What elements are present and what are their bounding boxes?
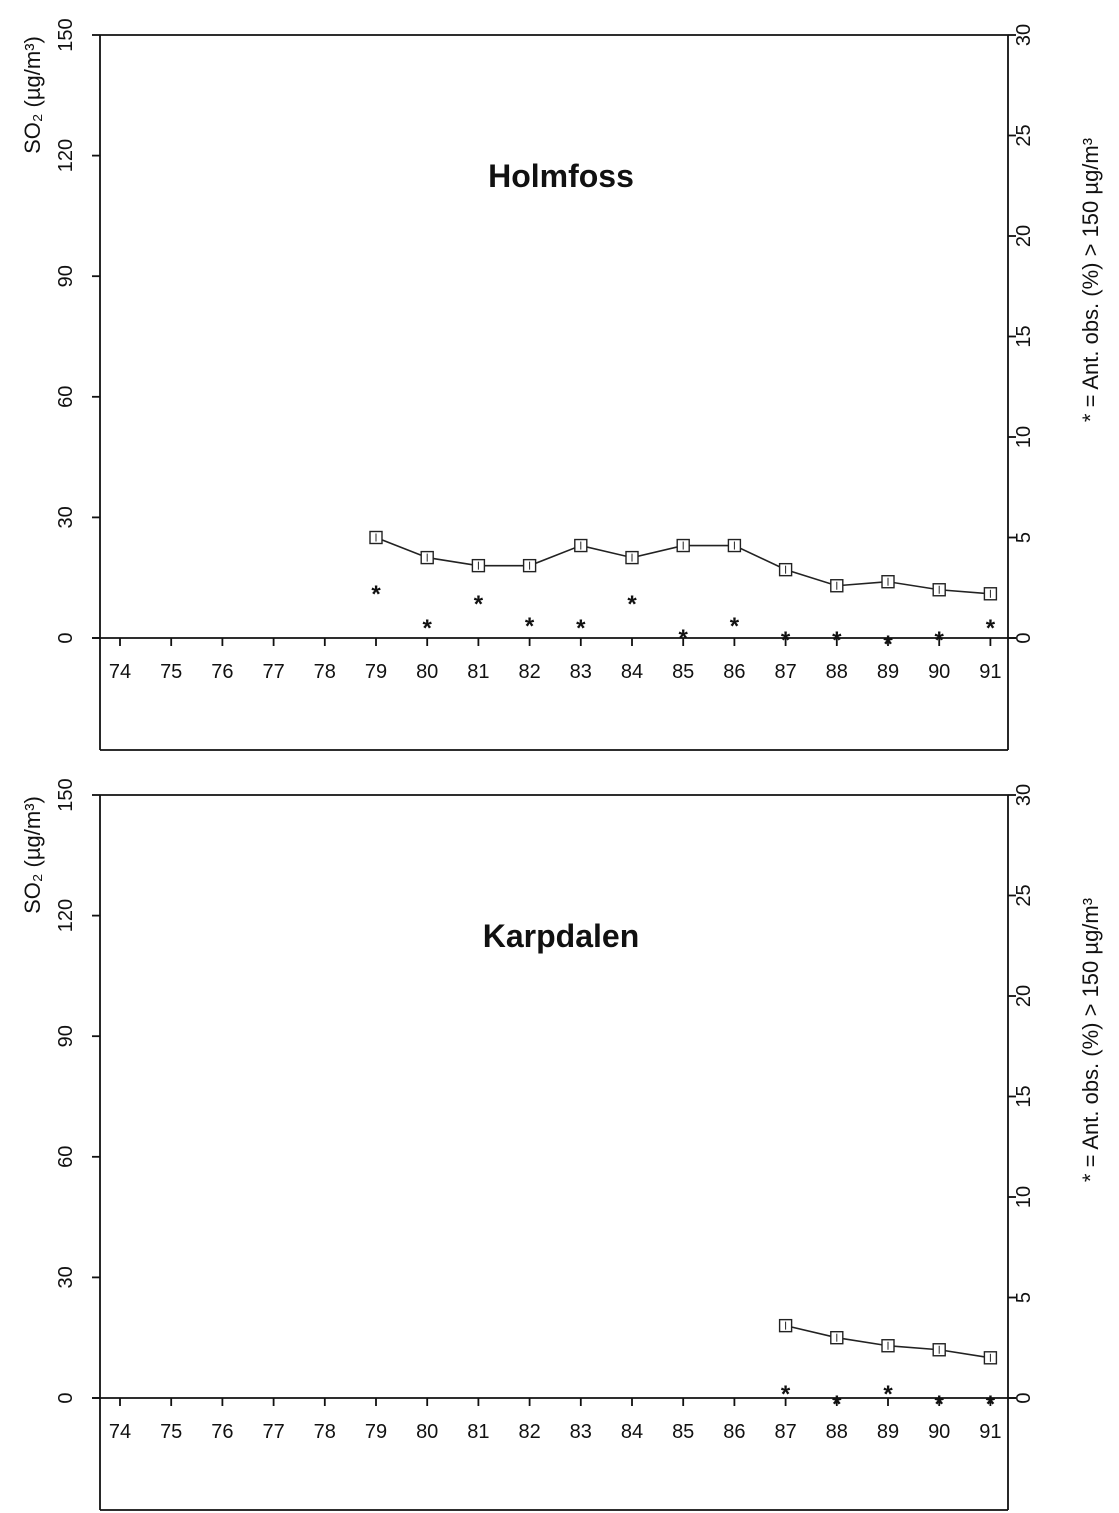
left-tick-label: 150	[55, 18, 77, 51]
x-tick-label: 88	[826, 1421, 848, 1443]
right-tick-label: 30	[1013, 784, 1035, 806]
exceedance-star-point: *	[371, 581, 381, 608]
exceedance-star-point: *	[935, 627, 945, 654]
x-tick-label: 75	[160, 661, 182, 683]
right-tick-label: 5	[1013, 1292, 1035, 1303]
exceedance-star-point: *	[986, 1391, 996, 1418]
exceedance-star-point: *	[935, 1391, 945, 1418]
left-tick-label: 90	[55, 265, 77, 287]
exceedance-star-point: *	[730, 613, 740, 640]
x-tick-label: 75	[160, 1421, 182, 1443]
exceedance-star-point: *	[986, 615, 996, 642]
right-tick-label: 30	[1013, 24, 1035, 46]
x-tick-label: 90	[928, 661, 950, 683]
y-axis-title-left: SO₂ (µg/m³)	[20, 796, 45, 914]
x-tick-label: 82	[518, 1421, 540, 1443]
exceedance-star-point: *	[627, 591, 637, 618]
left-tick-label: 0	[55, 632, 77, 643]
x-tick-label: 79	[365, 1421, 387, 1443]
x-tick-label: 83	[570, 1421, 592, 1443]
x-tick-label: 87	[774, 661, 796, 683]
x-tick-label: 77	[262, 661, 284, 683]
right-tick-label: 10	[1013, 426, 1035, 448]
x-tick-label: 81	[467, 1421, 489, 1443]
x-tick-label: 83	[570, 661, 592, 683]
y-axis-title-left: SO₂ (µg/m³)	[20, 36, 45, 154]
right-tick-label: 10	[1013, 1186, 1035, 1208]
x-tick-label: 80	[416, 1421, 438, 1443]
x-tick-label: 84	[621, 661, 643, 683]
x-tick-label: 78	[314, 661, 336, 683]
x-tick-label: 89	[877, 661, 899, 683]
right-tick-label: 0	[1013, 632, 1035, 643]
right-tick-label: 0	[1013, 1392, 1035, 1403]
exceedance-star-point: *	[832, 627, 842, 654]
exceedance-star-point: *	[883, 631, 893, 658]
right-tick-label: 15	[1013, 325, 1035, 347]
x-tick-label: 79	[365, 661, 387, 683]
x-tick-label: 74	[109, 661, 131, 683]
chart-panel-1: 0 30 60 90 120 150 0 5 10 15 20 25 30 74 75 76 77 78 79 80 8…	[20, 18, 1103, 751]
x-tick-label: 85	[672, 1421, 694, 1443]
left-tick-label: 90	[55, 1025, 77, 1047]
x-tick-label: 76	[211, 661, 233, 683]
x-tick-label: 84	[621, 1421, 643, 1443]
exceedance-star-point: *	[781, 1381, 791, 1408]
left-tick-label: 120	[55, 899, 77, 932]
right-tick-label: 25	[1013, 884, 1035, 906]
exceedance-star-point: *	[474, 591, 484, 618]
x-tick-label: 74	[109, 1421, 131, 1443]
exceedance-star-point: *	[832, 1391, 842, 1418]
left-tick-label: 60	[55, 1146, 77, 1168]
x-tick-label: 91	[979, 661, 1001, 683]
x-tick-label: 77	[262, 1421, 284, 1443]
right-tick-label: 5	[1013, 532, 1035, 543]
right-tick-label: 20	[1013, 985, 1035, 1007]
left-tick-label: 60	[55, 386, 77, 408]
x-tick-label: 91	[979, 1421, 1001, 1443]
x-tick-label: 81	[467, 661, 489, 683]
exceedance-star-point: *	[883, 1381, 893, 1408]
exceedance-star-point: *	[679, 625, 689, 652]
exceedance-star-point: *	[525, 613, 535, 640]
x-tick-label: 82	[518, 661, 540, 683]
x-tick-label: 78	[314, 1421, 336, 1443]
left-tick-label: 150	[55, 778, 77, 811]
left-tick-label: 120	[55, 139, 77, 172]
exceedance-star-point: *	[576, 615, 586, 642]
right-tick-label: 15	[1013, 1085, 1035, 1107]
x-tick-label: 86	[723, 1421, 745, 1443]
y-axis-title-right: * = Ant. obs. (%) > 150 µg/m³	[1078, 898, 1103, 1182]
right-tick-label: 20	[1013, 225, 1035, 247]
x-tick-label: 89	[877, 1421, 899, 1443]
left-tick-label: 30	[55, 1266, 77, 1288]
x-tick-label: 88	[826, 661, 848, 683]
x-tick-label: 85	[672, 661, 694, 683]
x-tick-label: 76	[211, 1421, 233, 1443]
y-axis-title-right: * = Ant. obs. (%) > 150 µg/m³	[1078, 138, 1103, 422]
left-tick-label: 30	[55, 506, 77, 528]
right-tick-label: 25	[1013, 124, 1035, 146]
x-tick-label: 87	[774, 1421, 796, 1443]
exceedance-star-point: *	[781, 627, 791, 654]
x-tick-label: 86	[723, 661, 745, 683]
chart-panel-2: 0 30 60 90 120 150 0 5 10 15 20 25 30 74 75 76 77 78 79 80 8…	[20, 778, 1103, 1511]
exceedance-star-point: *	[423, 615, 433, 642]
x-tick-label: 90	[928, 1421, 950, 1443]
left-tick-label: 0	[55, 1392, 77, 1403]
chart-title: Holmfoss	[488, 158, 634, 194]
x-tick-label: 80	[416, 661, 438, 683]
chart-title: Karpdalen	[483, 918, 639, 954]
